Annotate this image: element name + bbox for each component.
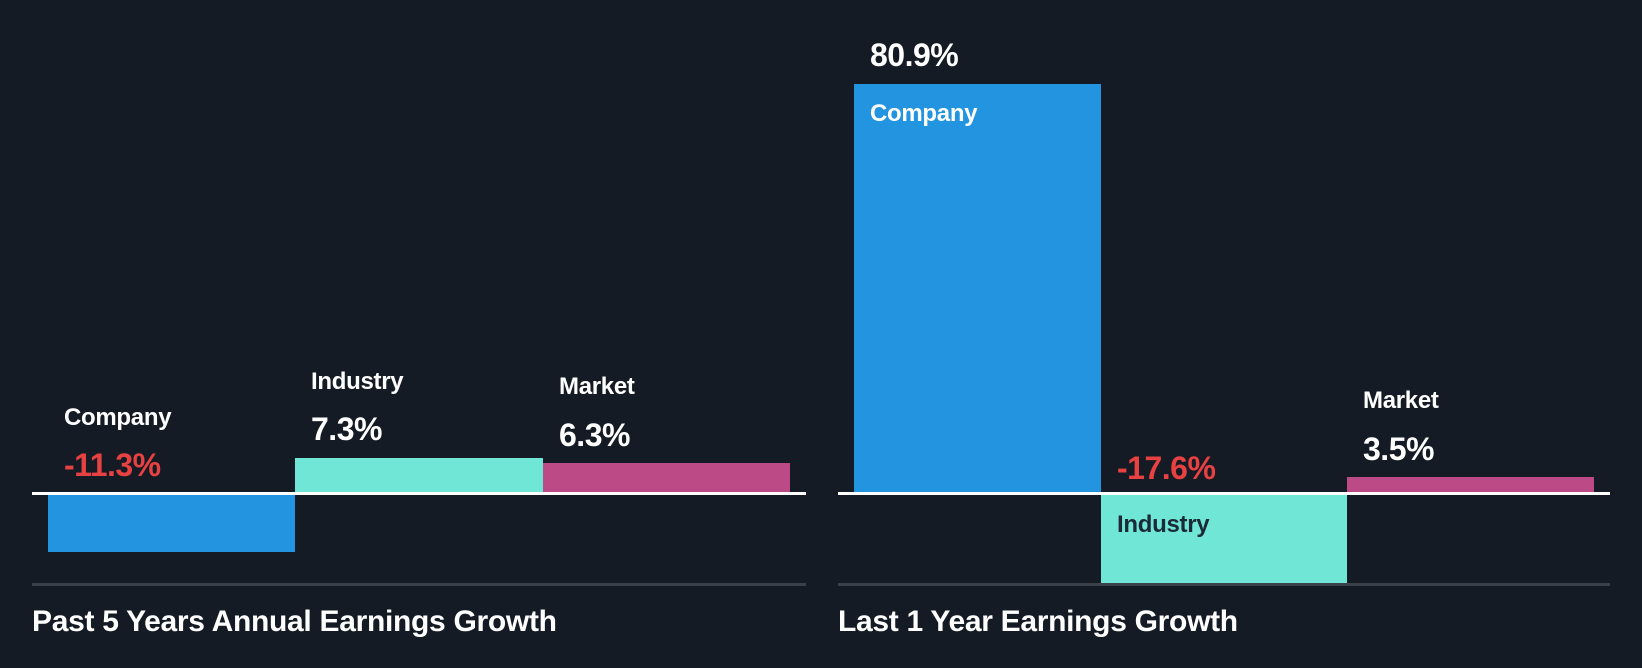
axis-baseline	[838, 583, 1610, 586]
market-bar	[1347, 477, 1594, 494]
last-1-year-chart: 80.9% Company -17.6% Industry Market 3.5…	[821, 0, 1642, 668]
market-bar	[543, 463, 790, 494]
zero-line	[32, 492, 806, 495]
past-5-years-chart: Company -11.3% Industry 7.3% Market 6.3%…	[32, 368, 806, 638]
zero-line	[838, 492, 1610, 495]
company-bar	[48, 494, 295, 552]
company-label: Company	[64, 404, 172, 431]
market-label: Market	[559, 373, 635, 400]
industry-label: Industry	[311, 368, 404, 395]
company-value: -11.3%	[64, 447, 161, 483]
industry-value: 7.3%	[311, 411, 382, 447]
market-value: 6.3%	[559, 417, 630, 453]
industry-bar	[295, 458, 543, 494]
industry-value: -17.6%	[1117, 450, 1216, 486]
chart-title: Last 1 Year Earnings Growth	[838, 605, 1238, 638]
company-label: Company	[870, 100, 978, 127]
axis-baseline	[32, 583, 806, 586]
company-value: 80.9%	[870, 37, 959, 73]
market-value: 3.5%	[1363, 431, 1434, 467]
chart-title: Past 5 Years Annual Earnings Growth	[32, 605, 557, 638]
market-label: Market	[1363, 387, 1439, 414]
company-bar	[854, 84, 1101, 494]
industry-label: Industry	[1117, 511, 1210, 538]
industry-bar	[1101, 494, 1347, 583]
